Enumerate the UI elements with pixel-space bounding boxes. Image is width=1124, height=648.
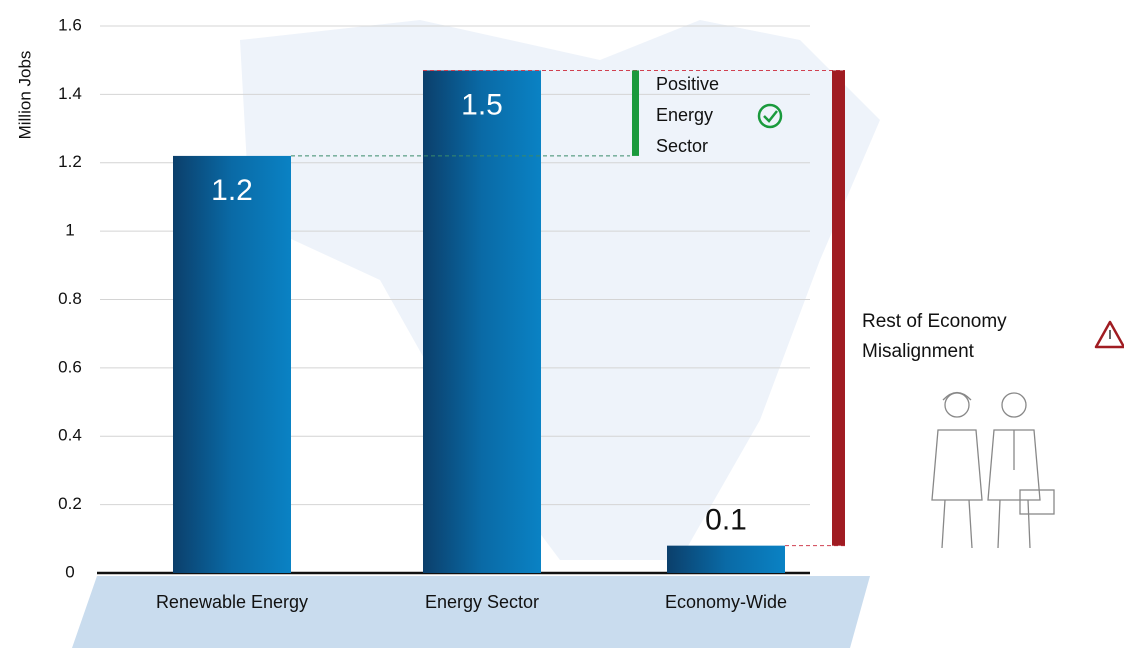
value-label: 1.5 [461, 88, 503, 121]
x-tick-label: Energy Sector [425, 592, 539, 612]
annotation: Rest of Economy [862, 311, 1007, 332]
bar [667, 545, 785, 573]
bar [173, 155, 291, 573]
y-axis-label: Million Jobs [15, 51, 34, 140]
bar [423, 70, 541, 573]
check-icon [757, 103, 783, 129]
check-icon [763, 110, 778, 123]
difference-bar [632, 70, 639, 156]
y-tick-label: 1.4 [58, 84, 82, 103]
y-tick-label: 1.6 [58, 15, 82, 34]
background-map [240, 20, 880, 560]
warning-icon [1094, 320, 1124, 349]
difference-bar [832, 70, 845, 546]
y-tick-label: 0.8 [58, 289, 82, 308]
category-band [72, 576, 870, 648]
annotation: Energy [656, 105, 713, 125]
value-label: 0.1 [705, 504, 747, 537]
y-tick-label: 0.6 [58, 357, 82, 376]
y-tick-label: 0 [65, 562, 74, 581]
annotation: Positive [656, 74, 719, 94]
annotation: Sector [656, 136, 708, 156]
x-tick-label: Economy-Wide [665, 592, 787, 612]
y-tick-label: 1 [65, 221, 74, 240]
value-label: 1.2 [211, 174, 253, 207]
x-tick-label: Renewable Energy [156, 592, 308, 612]
y-tick-label: 0.4 [58, 426, 82, 445]
annotation: Misalignment [862, 341, 975, 362]
y-tick-label: 1.2 [58, 152, 82, 171]
y-tick-label: 0.2 [58, 494, 82, 513]
people-icon [931, 391, 1055, 549]
